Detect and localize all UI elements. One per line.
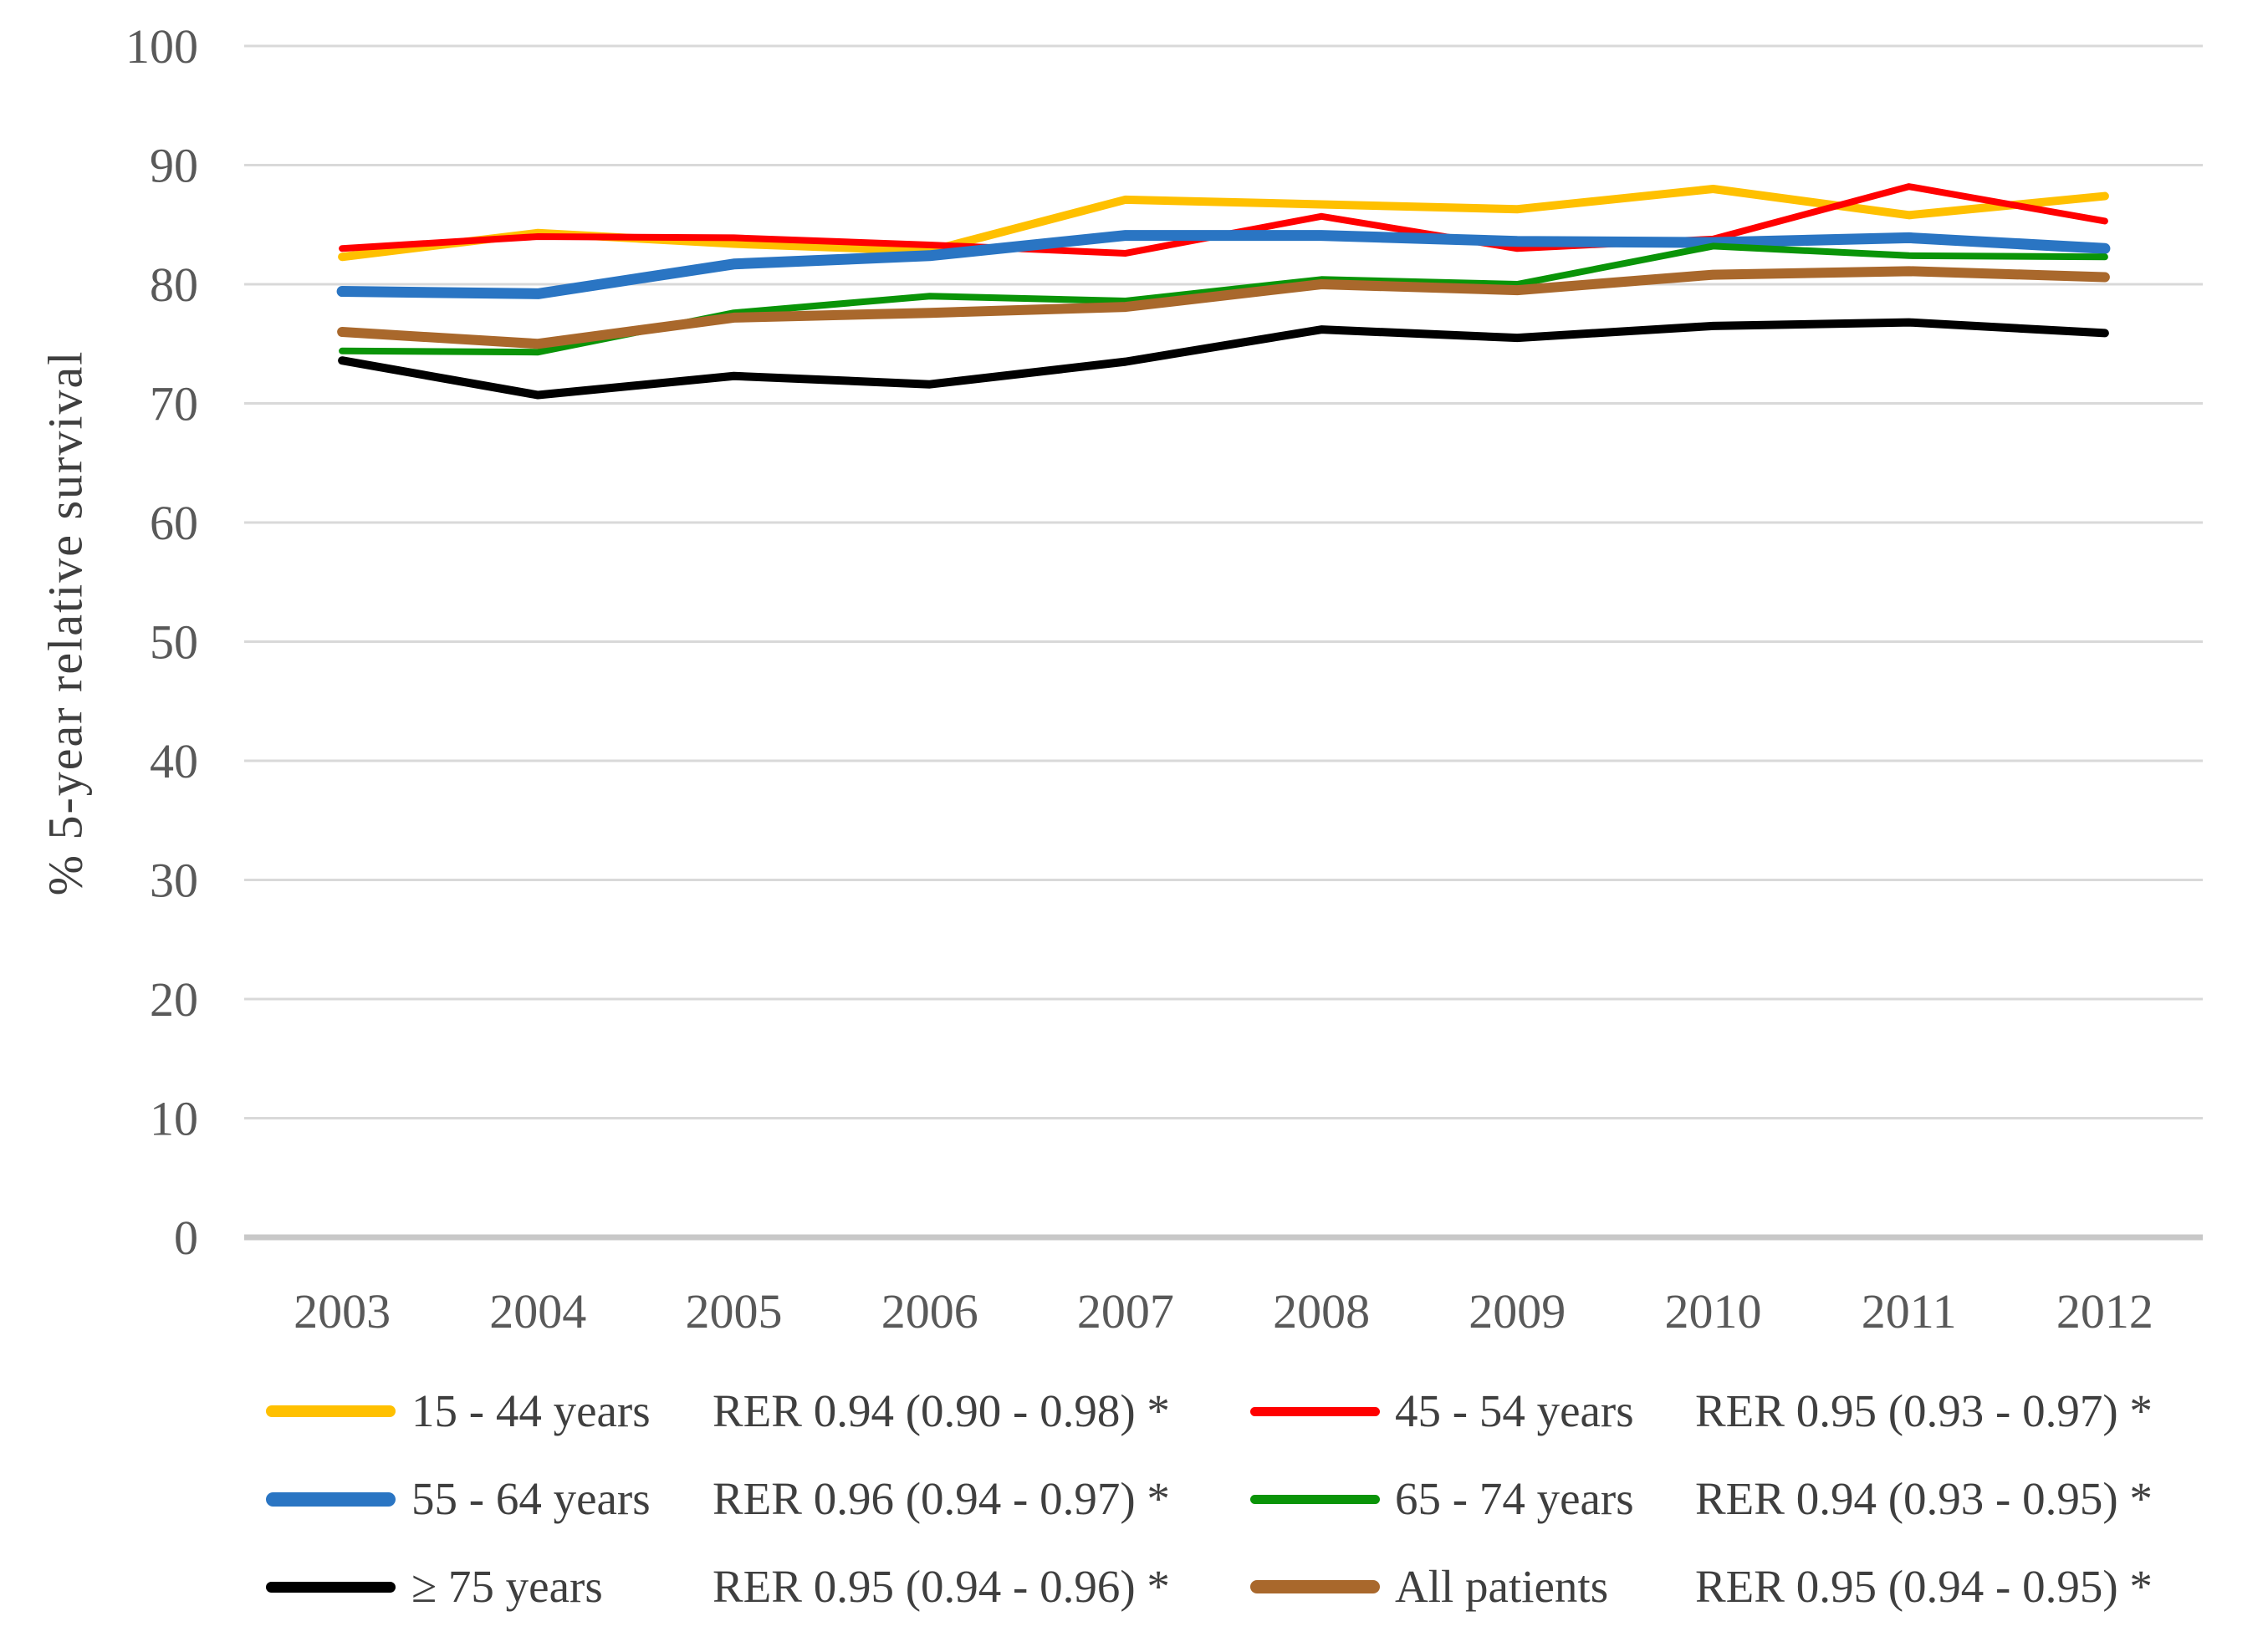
series-line-15-44-years [338,185,2109,262]
y-tick-label: 80 [150,257,198,312]
legend-swatch-65-74-years [1250,1494,1380,1504]
y-tick-label: 0 [174,1211,198,1265]
y-tick-label: 100 [125,19,198,74]
legend-rer-75-years: RER 0.95 (0.94 - 0.96) * [713,1561,1170,1612]
legend-rer-55-64-years: RER 0.96 (0.94 - 0.97) * [713,1473,1170,1524]
x-tick-label: 2008 [1273,1284,1370,1338]
x-tick-label: 2007 [1077,1284,1174,1338]
y-tick-label: 50 [150,615,198,670]
legend-swatch-75-years [266,1581,396,1593]
plot-area: 0 10 20 30 40 50 60 70 80 90 100 2003 2004 2005 2006 20… [125,19,2203,1338]
x-tick-label: 2006 [881,1284,978,1338]
x-tick-label: 2005 [686,1284,783,1338]
series-line-55-64-years [336,230,2111,299]
y-tick-label: 90 [150,139,198,193]
x-tick-label: 2011 [1862,1284,1957,1338]
series-line-all-patients [337,266,2110,349]
x-tick-label: 2012 [2056,1284,2153,1338]
y-tick-label: 30 [150,854,198,908]
x-tick-label: 2003 [294,1284,391,1338]
y-tick-label: 20 [150,972,198,1027]
y-tick-label: 70 [150,377,198,431]
series-line-75-years [338,318,2109,400]
legend-swatch-all-patients [1250,1580,1380,1593]
x-tick-label: 2010 [1665,1284,1762,1338]
legend-label-all-patients: All patients [1395,1561,1609,1612]
legend-label-75-years: ≥ 75 years [411,1561,603,1612]
legend-label-45-54-years: 45 - 54 years [1395,1385,1634,1436]
y-tick-label: 60 [150,496,198,550]
legend-rer-all-patients: RER 0.95 (0.94 - 0.95) * [1695,1561,2153,1612]
legend-swatch-55-64-years [266,1491,396,1507]
legend-swatch-45-54-years [1250,1406,1380,1416]
legend-label-15-44-years: 15 - 44 years [411,1385,651,1436]
y-tick-label: 10 [150,1092,198,1146]
legend-rer-15-44-years: RER 0.94 (0.90 - 0.98) * [713,1385,1170,1436]
legend-rer-65-74-years: RER 0.94 (0.93 - 0.95) * [1695,1473,2153,1524]
legend-rer-45-54-years: RER 0.95 (0.93 - 0.97) * [1695,1385,2153,1436]
legend-label-65-74-years: 65 - 74 years [1395,1473,1634,1524]
legend-swatch-15-44-years [266,1405,396,1417]
x-tick-label: 2009 [1469,1284,1566,1338]
y-tick-label: 40 [150,734,198,788]
legend-label-55-64-years: 55 - 64 years [411,1473,651,1524]
x-tick-label: 2004 [489,1284,586,1338]
